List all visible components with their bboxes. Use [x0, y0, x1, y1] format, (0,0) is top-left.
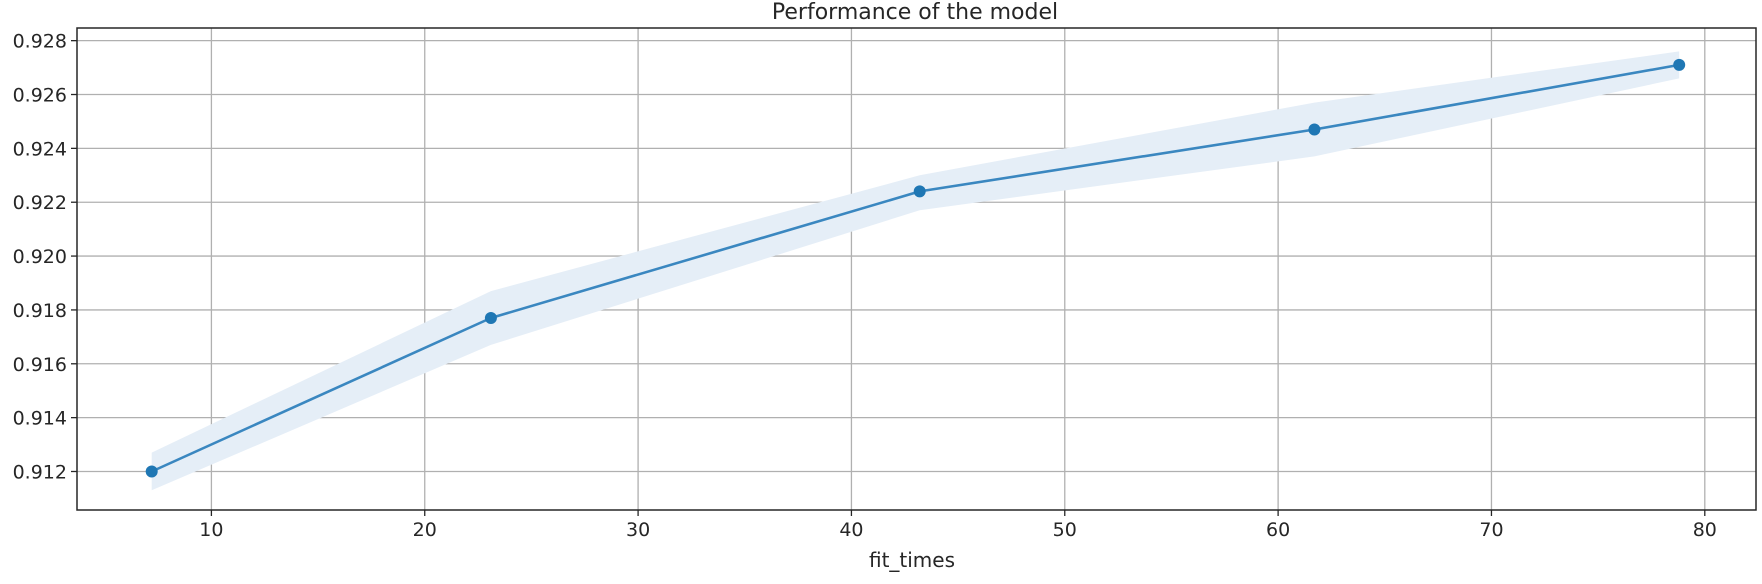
x-axis: 10 20 30 40 50 60 70 80 [199, 510, 1717, 541]
confidence-band [151, 51, 1680, 491]
y-tick-label: 0.922 [13, 192, 67, 214]
x-tick-label: 50 [1053, 519, 1077, 541]
y-tick-label: 0.926 [13, 85, 67, 107]
y-axis: 0.912 0.914 0.916 0.918 0.920 0.922 0.924 0.926… [13, 31, 77, 483]
y-tick-label: 0.918 [13, 300, 67, 322]
confidence-band-layer [151, 51, 1680, 491]
y-tick-label: 0.912 [13, 461, 67, 483]
x-tick-label: 10 [199, 519, 223, 541]
x-axis-title: fit_times [869, 548, 955, 572]
x-tick-label: 30 [626, 519, 650, 541]
x-tick-label: 20 [413, 519, 437, 541]
y-tick-label: 0.914 [13, 408, 67, 430]
data-point [1308, 123, 1321, 136]
data-point [1673, 58, 1686, 71]
x-tick-label: 40 [839, 519, 863, 541]
x-tick-label: 80 [1693, 519, 1717, 541]
x-tick-label: 60 [1266, 519, 1290, 541]
chart-title: Performance of the model [772, 0, 1058, 25]
marker-layer [145, 58, 1686, 478]
y-tick-label: 0.916 [13, 354, 67, 376]
data-point [484, 312, 497, 324]
data-point [145, 465, 158, 478]
data-point [913, 185, 926, 198]
plot-frame [76, 27, 1757, 511]
y-tick-label: 0.920 [13, 246, 67, 268]
y-tick-label: 0.928 [13, 31, 67, 53]
x-tick-label: 70 [1479, 519, 1503, 541]
y-tick-label: 0.924 [13, 138, 67, 160]
